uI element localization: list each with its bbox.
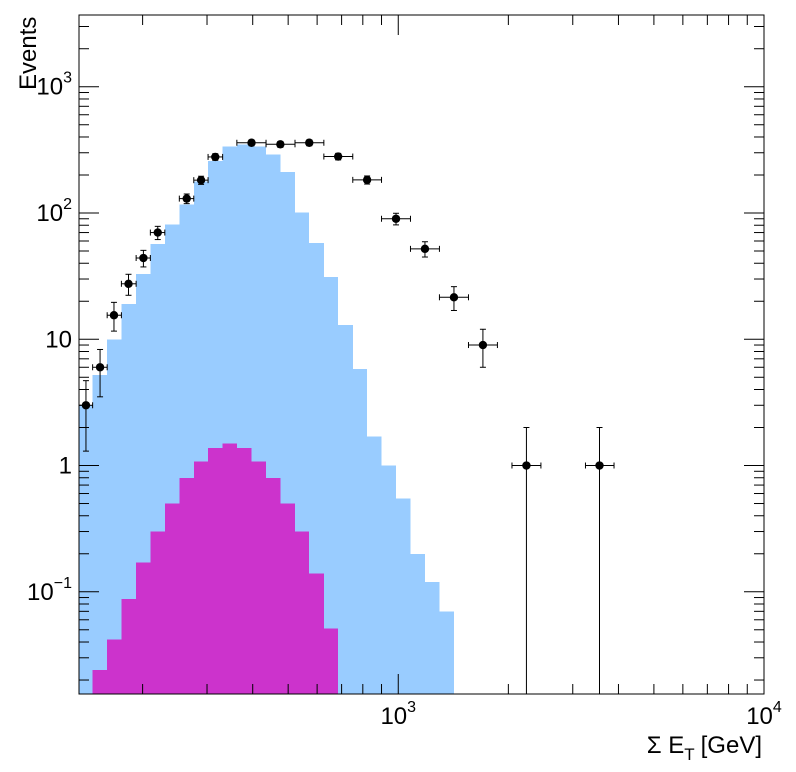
- data-point: [584, 427, 615, 694]
- data-point-marker: [124, 279, 133, 288]
- x-axis-label: Σ ET [GeV]: [647, 732, 762, 764]
- series-1-bar: [164, 503, 180, 694]
- data-point: [294, 138, 325, 147]
- y-tick-label-base: 10: [36, 200, 63, 227]
- series-0-bar: [107, 339, 122, 694]
- series-1-bar: [266, 477, 281, 694]
- series-1-bar: [121, 598, 137, 694]
- y-tick-label: 10−1: [27, 575, 72, 606]
- y-tick-label-exp: 3: [63, 70, 72, 87]
- series-0-bar: [439, 611, 454, 694]
- plot-frame: [78, 14, 765, 695]
- data-point-marker: [139, 253, 148, 263]
- series-0-bar: [121, 304, 137, 694]
- data-point-marker: [391, 214, 401, 223]
- series-1-bar: [294, 531, 310, 694]
- series-1-bar: [92, 670, 108, 694]
- x-tick-label-exp: 3: [407, 699, 416, 716]
- data-point-marker: [196, 175, 206, 185]
- data-point: [149, 225, 166, 241]
- histogram-series: [79, 144, 454, 695]
- data-point-marker: [478, 340, 488, 350]
- data-point: [92, 348, 108, 398]
- x-tick-label: 104: [746, 699, 782, 730]
- data-point-marker: [182, 194, 191, 203]
- axis-ticks: [79, 15, 765, 694]
- data-point: [352, 175, 383, 185]
- y-tick-label: 1: [59, 453, 72, 480]
- data-point-marker: [276, 140, 285, 149]
- data-point-marker: [449, 293, 459, 302]
- series-0-bar: [396, 498, 411, 694]
- series-0-bar: [352, 369, 368, 694]
- series-1-bar: [193, 461, 209, 694]
- data-point: [511, 427, 542, 694]
- x-tick-label-base: 10: [746, 703, 773, 730]
- x-axis-label-main: Σ E: [647, 732, 685, 759]
- series-0-bar: [410, 553, 425, 694]
- y-tick-label-value: 1: [59, 453, 72, 480]
- data-point: [381, 212, 411, 226]
- y-tick-label-exp: 2: [63, 196, 72, 213]
- data-point-marker: [420, 244, 430, 254]
- data-point-marker: [95, 363, 105, 372]
- series-0-bar: [338, 324, 353, 694]
- series-1-bar: [208, 447, 223, 694]
- series-1-bar: [236, 447, 252, 694]
- data-point-marker: [109, 311, 119, 320]
- data-point: [438, 286, 469, 311]
- data-point: [106, 301, 122, 332]
- series-1-bar: [222, 443, 237, 694]
- y-tick-label-value: 10: [45, 326, 72, 353]
- data-point-marker: [333, 152, 343, 161]
- data-point: [135, 249, 151, 268]
- data-point-marker: [305, 138, 314, 147]
- data-point: [120, 273, 137, 296]
- data-points: [78, 138, 615, 694]
- x-tick-label-exp: 4: [773, 699, 782, 716]
- series-1-bar: [251, 461, 267, 694]
- y-axis-label: Events: [15, 17, 42, 90]
- data-point-marker: [362, 175, 372, 185]
- y-tick-label-exp: −1: [54, 575, 72, 592]
- data-point: [467, 328, 498, 368]
- series-1-bar: [280, 503, 295, 694]
- data-point: [409, 241, 440, 258]
- y-tick-label-base: 10: [36, 74, 63, 101]
- data-point: [236, 138, 267, 147]
- data-point: [178, 193, 195, 205]
- y-tick-label-base: 10: [27, 579, 54, 606]
- data-point: [323, 152, 354, 161]
- data-point: [207, 152, 224, 162]
- y-tick-label: 102: [36, 196, 72, 227]
- data-point-marker: [211, 152, 220, 162]
- data-point: [265, 140, 296, 149]
- x-axis-label-unit: [GeV]: [701, 732, 762, 759]
- series-0-bar: [367, 436, 382, 694]
- series-1-bar: [150, 531, 165, 694]
- data-point-marker: [595, 461, 604, 470]
- series-0-bar: [92, 375, 108, 694]
- data-point: [193, 175, 209, 185]
- series-1-bar: [179, 477, 194, 694]
- series-0-bar: [381, 465, 397, 694]
- series-1-bar: [323, 628, 339, 694]
- data-point-marker: [522, 461, 531, 470]
- series-1-bar: [107, 639, 122, 694]
- y-tick-label: 103: [36, 70, 72, 101]
- x-tick-label: 103: [380, 699, 416, 730]
- series-0-bar: [424, 581, 440, 694]
- series-1-bar: [309, 573, 324, 694]
- x-tick-label-base: 10: [380, 703, 407, 730]
- data-point-marker: [153, 228, 162, 237]
- series-0-bar: [323, 277, 339, 694]
- data-point-marker: [247, 138, 256, 147]
- series-1-bar: [136, 562, 151, 694]
- y-tick-label: 10: [45, 326, 72, 353]
- x-axis-label-sub: T: [684, 745, 694, 764]
